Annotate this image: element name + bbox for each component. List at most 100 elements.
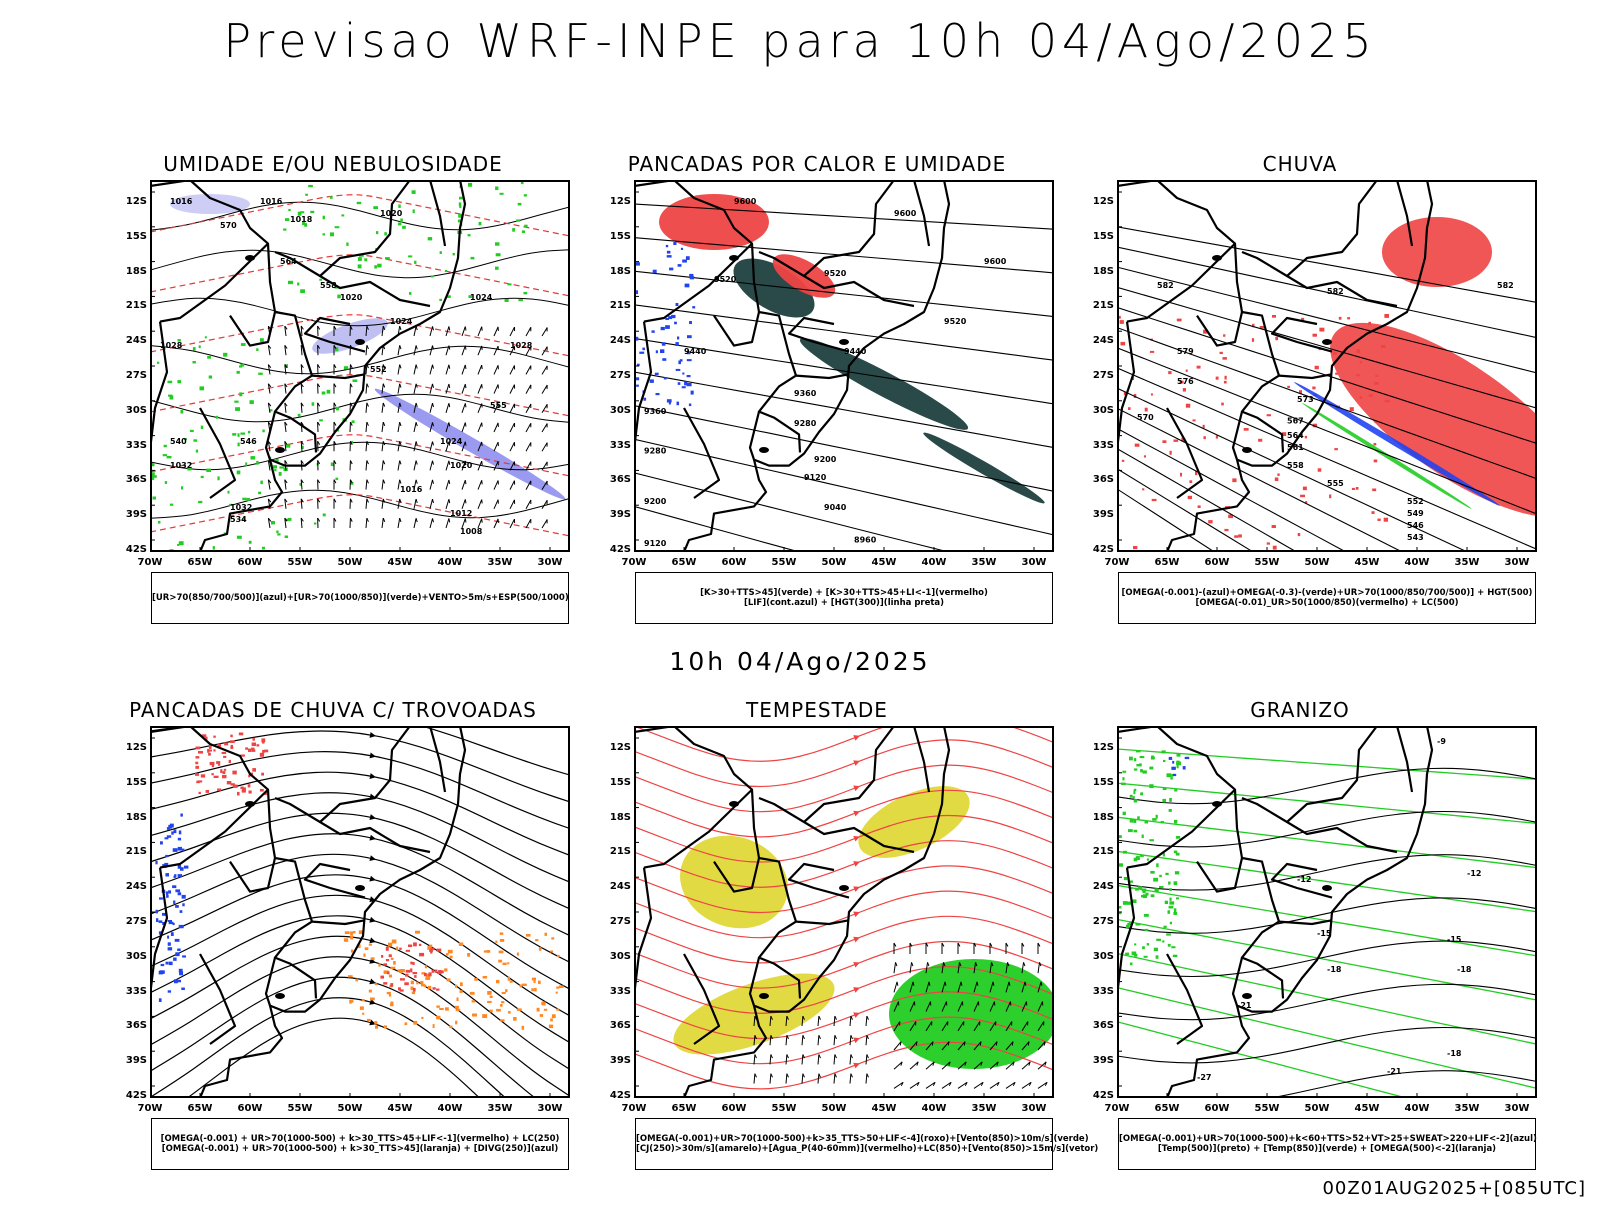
- lat-tick-label: 15S: [1084, 777, 1114, 788]
- field-pixel: [687, 335, 692, 338]
- field-pixel: [171, 932, 174, 936]
- field-pixel: [490, 1010, 493, 1013]
- field-pixel: [1149, 767, 1153, 770]
- field-pixel: [1151, 757, 1155, 760]
- field-pixel: [1134, 768, 1137, 770]
- field-pixel: [174, 874, 176, 877]
- field-pixel: [251, 748, 254, 751]
- wind-vector-head: [465, 480, 466, 484]
- contour-label: 1016: [400, 485, 423, 494]
- field-pixel: [177, 380, 181, 383]
- field-pixel: [162, 913, 166, 916]
- field-pixel: [419, 944, 421, 946]
- field-pixel: [182, 849, 184, 852]
- field-pixel: [1136, 923, 1141, 925]
- contour-label: 546: [1407, 521, 1424, 530]
- lon-tick-label: 50W: [330, 557, 370, 568]
- field-pixel: [182, 903, 184, 906]
- field-pixel: [398, 205, 400, 208]
- field-pixel: [350, 936, 353, 940]
- field-pixel: [211, 773, 213, 775]
- field-pixel: [345, 931, 350, 934]
- field-pixel: [1161, 821, 1164, 823]
- field-pixel: [1374, 443, 1377, 445]
- field-pixel: [669, 268, 673, 271]
- field-pixel: [175, 889, 180, 892]
- field-pixel: [217, 789, 221, 791]
- field-pixel: [262, 430, 264, 433]
- field-pixel: [222, 771, 225, 774]
- field-pixel: [1216, 377, 1219, 380]
- field-pixel: [412, 190, 416, 194]
- field-pixel: [350, 1001, 352, 1004]
- field-pixel: [179, 969, 183, 973]
- field-pixel: [1173, 774, 1176, 776]
- field-pixel: [662, 358, 666, 361]
- lat-tick-label: 42S: [1084, 544, 1114, 555]
- field-pixel: [1300, 495, 1305, 497]
- field-pixel: [1133, 791, 1135, 795]
- field-pixel: [1120, 320, 1124, 324]
- field-pixel: [1152, 818, 1156, 821]
- contour-label: 9360: [794, 389, 817, 398]
- field-pixel: [437, 949, 442, 952]
- field-pixel: [237, 471, 241, 475]
- lat-tick-label: 39S: [117, 1055, 147, 1066]
- contour-label: 570: [220, 221, 237, 230]
- field-pixel: [165, 855, 168, 857]
- field-pixel: [1130, 795, 1133, 798]
- field-pixel: [402, 226, 406, 229]
- lat-tick-label: 36S: [601, 1020, 631, 1031]
- field-pixel: [213, 736, 215, 738]
- field-pixel: [505, 989, 507, 992]
- field-pixel: [335, 226, 340, 228]
- field-pixel: [308, 185, 313, 187]
- field-pixel: [1312, 387, 1315, 390]
- legend-line: [CJ(250)>30m/s](amarelo)+[Agua_P(40-60mm…: [636, 1144, 1052, 1154]
- field-pixel: [1162, 750, 1166, 753]
- field-pixel: [341, 214, 344, 216]
- lon-tick-label: 30W: [1497, 557, 1537, 568]
- field-pixel: [1180, 473, 1182, 477]
- field-pixel: [687, 375, 691, 377]
- field-pixel: [689, 321, 692, 324]
- field-pixel: [472, 1000, 476, 1002]
- field-pixel: [242, 498, 246, 501]
- field-pixel: [455, 985, 457, 988]
- field-pixel: [1144, 956, 1148, 958]
- field-pixel: [178, 892, 182, 895]
- lon-tick-label: 70W: [1097, 557, 1137, 568]
- field-pixel: [524, 225, 527, 228]
- field-pixel: [413, 942, 417, 946]
- field-pixel: [167, 456, 172, 458]
- lon-tick-label: 40W: [914, 1103, 954, 1114]
- field-pixel: [242, 790, 246, 793]
- field-pixel: [196, 781, 199, 783]
- field-pixel: [436, 1016, 440, 1020]
- field-pixel: [182, 895, 186, 899]
- field-pixel: [653, 270, 657, 273]
- field-pixel: [386, 959, 389, 961]
- contour-label: -12: [1297, 875, 1311, 884]
- field-pixel: [676, 369, 681, 371]
- field-pixel: [446, 953, 449, 956]
- field-pixel: [209, 750, 212, 752]
- contour-label: 576: [1177, 377, 1194, 386]
- field-pixel: [355, 979, 358, 982]
- field-pixel: [1159, 875, 1162, 877]
- field-pixel: [256, 461, 258, 465]
- field-pixel: [1140, 792, 1143, 795]
- field-pixel: [223, 756, 226, 758]
- field-pixel: [552, 1014, 556, 1018]
- lon-tick-label: 60W: [230, 1103, 270, 1114]
- field-pixel: [396, 947, 398, 951]
- field-pixel: [279, 472, 282, 476]
- field-pixel: [180, 910, 183, 913]
- field-pixel: [1134, 820, 1137, 823]
- field-pixel: [1134, 858, 1137, 862]
- field-pixel: [305, 194, 308, 196]
- lon-tick-label: 45W: [1347, 557, 1387, 568]
- field-pixel: [1122, 777, 1124, 780]
- field-pixel: [222, 752, 227, 754]
